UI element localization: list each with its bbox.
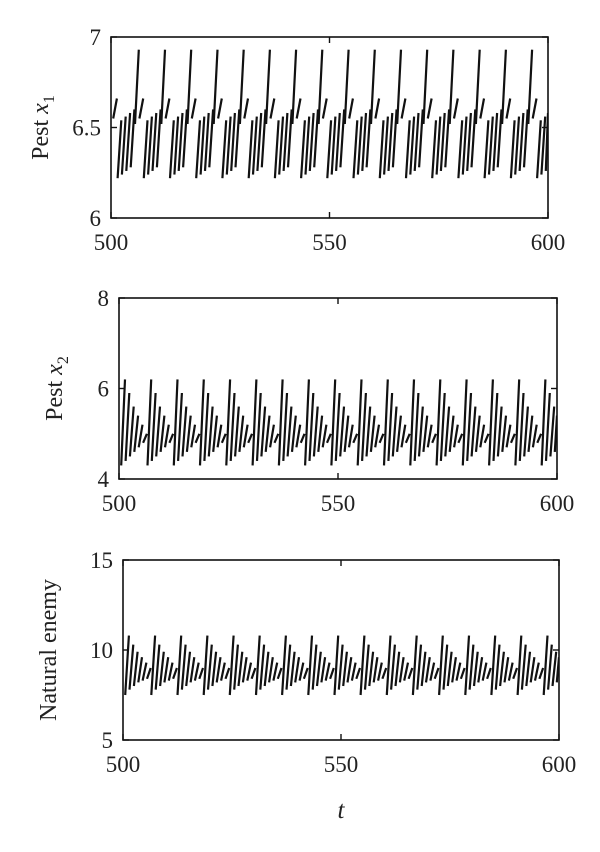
- y-axis-label-sub: 1: [41, 95, 58, 103]
- x-axis-label: t: [338, 797, 346, 824]
- y-tick-label: 6.5: [72, 116, 101, 141]
- x-tick-label: 500: [94, 230, 129, 255]
- x-tick-label: 600: [542, 752, 577, 777]
- y-axis-label-sub: 2: [55, 356, 72, 364]
- y-tick-label: 6: [90, 206, 102, 231]
- y-axis-label-var: x: [28, 103, 54, 115]
- x-tick-label: 550: [324, 752, 359, 777]
- y-tick-label: 4: [98, 467, 110, 492]
- y-tick-label: 6: [98, 377, 110, 402]
- x-tick-label: 600: [531, 230, 566, 255]
- series-line: [124, 635, 559, 696]
- x-tick-label: 500: [102, 491, 137, 516]
- panel-pest-x1: 500 550 600 6 6.5 7 Pest x1: [28, 25, 565, 255]
- y-axis-label: Pest x1: [28, 95, 58, 160]
- plot-frame: [118, 297, 558, 480]
- x-tick-label: 500: [106, 752, 141, 777]
- y-axis-label-text: Natural enemy: [36, 579, 62, 721]
- y-axis-label-text: Pest: [28, 114, 54, 160]
- panel-pest-x2: 500 550 600 4 6 8 Pest x2: [42, 286, 574, 516]
- y-axis-label: Pest x2: [42, 356, 72, 421]
- y-tick-label: 10: [90, 638, 113, 663]
- y-axis-label-text: Pest: [42, 375, 68, 421]
- y-tick-label: 8: [98, 286, 110, 311]
- x-tick-label: 600: [540, 491, 575, 516]
- y-tick-label: 15: [90, 548, 113, 573]
- y-axis-label-var: x: [42, 364, 68, 376]
- x-tick-label: 550: [321, 491, 356, 516]
- y-tick-label: 7: [90, 25, 102, 50]
- x-tick-label: 550: [312, 230, 347, 255]
- series-line: [120, 379, 557, 466]
- y-tick-label: 5: [102, 728, 114, 753]
- panel-natural-enemy: 500 550 600 5 10 15 Natural enemy: [36, 548, 576, 777]
- series-line: [112, 49, 548, 179]
- y-axis-label: Natural enemy: [36, 579, 62, 721]
